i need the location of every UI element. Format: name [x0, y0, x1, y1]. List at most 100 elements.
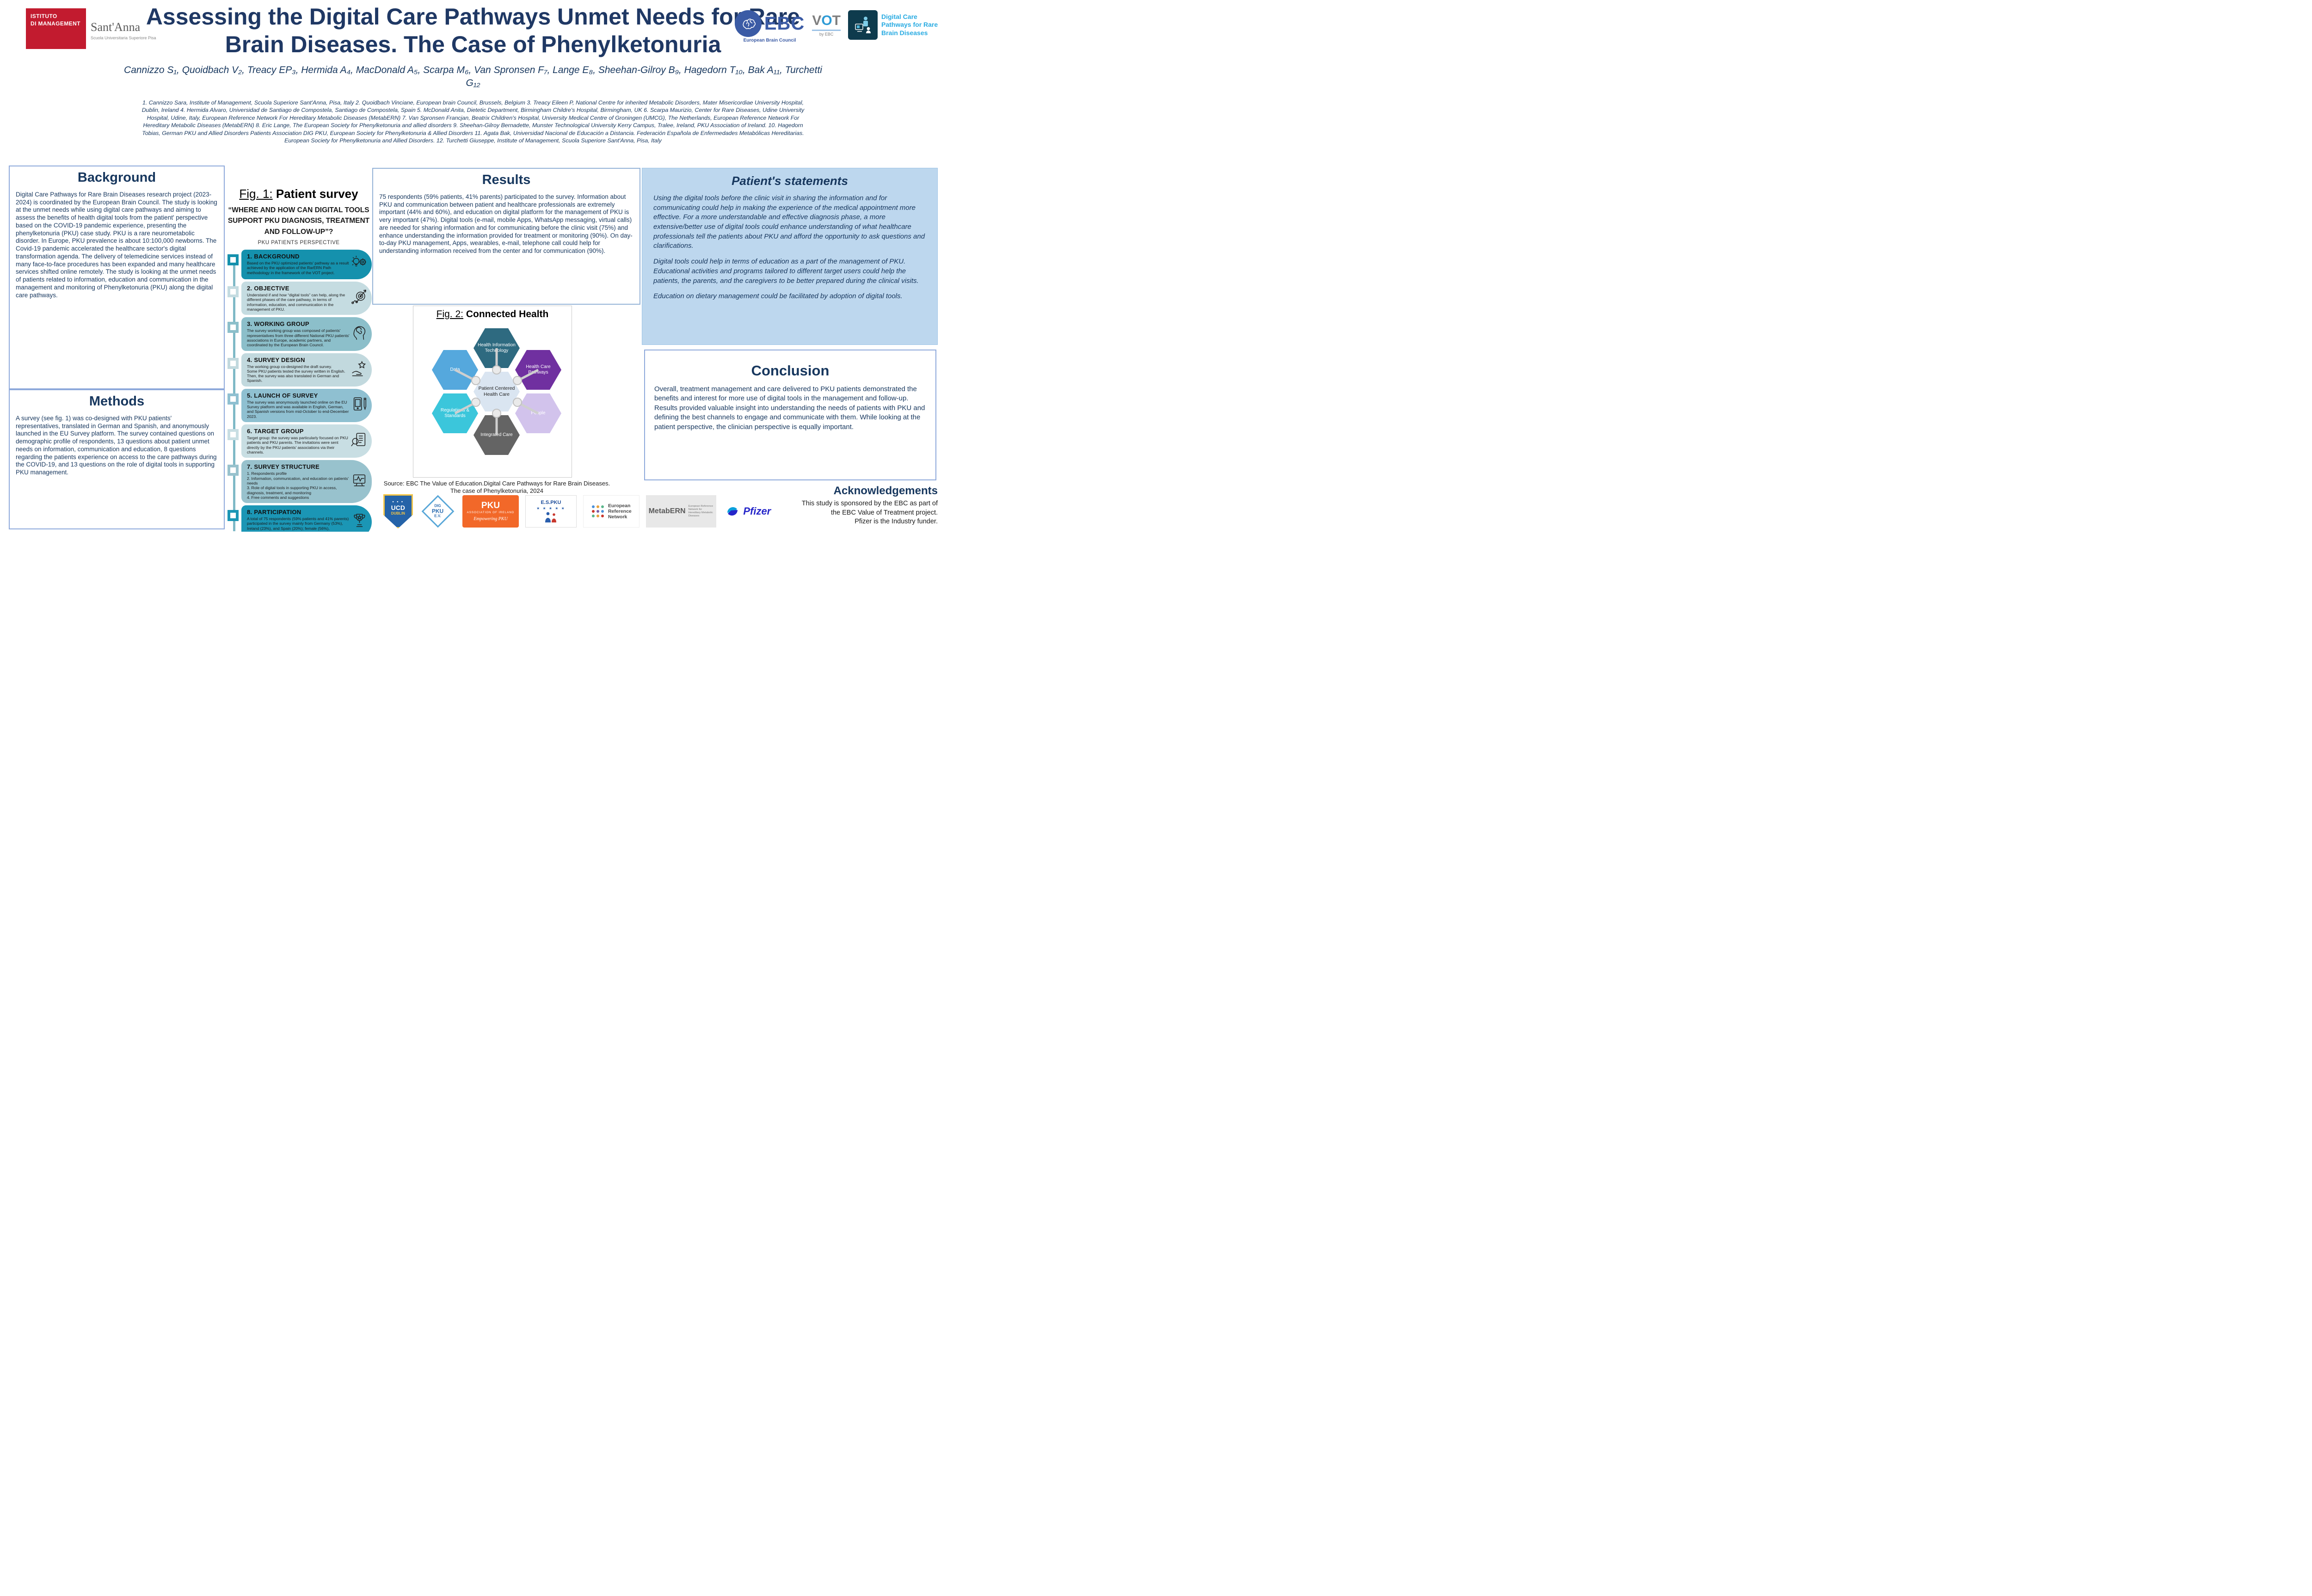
digital-care-pathways-logo: Digital Care Pathways for Rare Brain Dis…	[848, 10, 941, 40]
step-title: 3. WORKING GROUP	[247, 320, 309, 328]
timeline-node	[228, 465, 239, 476]
methods-section: Methods A survey (see fig. 1) was co-des…	[9, 389, 225, 529]
dig-pku-logo: DIG PKU E.V.	[420, 494, 456, 529]
magnifier-document-icon	[350, 431, 368, 451]
step-background: 1. BACKGROUND Based on the PKU optimized…	[227, 250, 372, 279]
pku-association-ireland-logo: PKU ASSOCIATION OF IRELAND Empowering PK…	[462, 495, 519, 528]
pkuai-title: PKU	[481, 501, 500, 510]
dig-pku-diamond-icon: DIG PKU E.V.	[422, 495, 455, 528]
step-title: 1. BACKGROUND	[247, 253, 300, 260]
acknowledgements-title: Acknowledgements	[833, 485, 938, 497]
patient-statements-title: Patient's statements	[732, 174, 848, 188]
step-text: 1. Respondents profile 2. Information, c…	[247, 471, 349, 500]
timeline-node	[228, 510, 239, 522]
timeline-node	[228, 286, 239, 297]
step-target-group: 6. TARGET GROUP Target group: the survey…	[227, 424, 372, 458]
page-title: Assessing the Digital Care Pathways Unme…	[146, 4, 800, 57]
hex-data: Data	[432, 350, 478, 390]
step-title: 4. SURVEY DESIGN	[247, 356, 305, 363]
header-logos: EBC European Brain Council VOT by EBC D	[734, 10, 941, 43]
hex-integrated-care: Integrated Care	[473, 415, 520, 455]
acknowledgements-body: This study is sponsored by the EBC as pa…	[801, 500, 938, 526]
hex-health-information-technology: Health Information Technology	[473, 328, 520, 368]
affiliations: 1. Cannizzo Sara, Institute of Managemen…	[141, 99, 805, 144]
vot-letter-v: V	[812, 13, 822, 28]
step-text: Based on the PKU optimized patients' pat…	[247, 261, 349, 275]
figure2-source: Source: EBC The Value of Education.Digit…	[383, 480, 610, 495]
step-launch-of-survey: 5. LAUNCH OF SURVEY The survey was anony…	[227, 388, 372, 422]
figure1-title: Patient survey	[276, 187, 358, 201]
step-title: 5. LAUNCH OF SURVEY	[247, 392, 318, 399]
ucd-dublin-logo: ▪ ▪ ▪ UCD DUBLIN	[382, 494, 414, 529]
conclusion-body: Overall, treatment management and care d…	[654, 385, 925, 431]
timeline-node	[228, 429, 239, 440]
pfizer-logo: Pfizer	[722, 495, 774, 528]
institute-logo-line2: DI MANAGEMENT	[31, 20, 80, 27]
santanna-wordmark: Sant'Anna Scuola Universitaria Superiore…	[91, 8, 156, 40]
santanna-logo: ISTITUTO DI MANAGEMENT Sant'Anna Scuola …	[26, 8, 156, 49]
ucd-label: UCD	[391, 504, 405, 511]
vot-letter-t: T	[832, 13, 841, 28]
target-arrow-icon	[350, 289, 368, 308]
timeline-node	[228, 322, 239, 333]
step-title: 7. SURVEY STRUCTURE	[247, 463, 320, 471]
vot-logo: VOT by EBC	[812, 10, 841, 37]
ern-dots-icon	[591, 505, 604, 517]
results-section: Results 75 respondents (59% patients, 41…	[372, 168, 640, 305]
pfizer-swirl-icon	[727, 507, 738, 516]
espku-label: E.S.PKU	[541, 499, 561, 505]
acknowledgements-section: Acknowledgements This study is sponsored…	[657, 485, 938, 527]
conclusion-section: Conclusion Overall, treatment management…	[644, 350, 936, 480]
step-title: 6. TARGET GROUP	[247, 428, 304, 435]
timeline-node	[228, 357, 239, 369]
trophy-star-icon	[350, 512, 368, 532]
hex-people: People	[515, 393, 561, 433]
espku-stars-icon: ★ ★ ★ ★ ★	[536, 506, 566, 510]
hexagon-diagram: Health Information Technology Data Healt…	[424, 324, 561, 456]
metabern-label: MetabERN	[648, 507, 686, 515]
background-title: Background	[77, 170, 156, 185]
step-title: 2. OBJECTIVE	[247, 285, 289, 292]
patient-statement: Education on dietary management could be…	[653, 292, 903, 301]
step-text: Understand if and how “digital tools” ca…	[247, 293, 345, 312]
step-text: The survey working group was composed of…	[247, 328, 350, 348]
patient-statement: Using the digital tools before the clini…	[653, 194, 925, 250]
ucd-castles-icon: ▪ ▪ ▪	[392, 499, 404, 504]
step-title: 8. PARTICIPATION	[247, 509, 301, 516]
head-spiral-icon	[350, 324, 368, 344]
figure2-title: Connected Health	[466, 309, 549, 319]
digital-care-pathways-label: Digital Care Pathways for Rare Brain Dis…	[881, 12, 938, 37]
methods-title: Methods	[89, 394, 145, 409]
figure1-steps: 1. BACKGROUND Based on the PKU optimized…	[227, 250, 372, 532]
dig-pku-line2: PKU	[432, 508, 444, 515]
espku-figures-icon	[545, 512, 557, 522]
results-body: 75 respondents (59% patients, 41% parent…	[379, 193, 633, 255]
european-reference-network-logo: European Reference Network	[583, 495, 639, 528]
figure1-label: Fig. 1:	[239, 187, 273, 201]
figure2-label: Fig. 2:	[436, 309, 463, 319]
lightbulb-gear-icon	[350, 255, 368, 275]
step-text: The working group co-designed the draft …	[247, 364, 345, 383]
tablet-pen-icon	[350, 395, 368, 415]
step-participation: 8. PARTICIPATION A total of 75 responden…	[227, 505, 372, 532]
background-body: Digital Care Pathways for Rare Brain Dis…	[16, 191, 217, 299]
hex-health-care-pathways: Health Care Pathways	[515, 350, 561, 390]
background-section: Background Digital Care Pathways for Rar…	[9, 166, 225, 389]
metabern-logo: MetabERN European Reference Network for …	[646, 495, 716, 528]
hand-star-icon	[350, 360, 368, 380]
ebc-subtitle: European Brain Council	[743, 38, 796, 43]
patient-statements-section: Patient's statements Using the digital t…	[642, 168, 938, 345]
methods-body: A survey (see fig. 1) was co-designed wi…	[16, 415, 217, 476]
timeline-node	[228, 393, 239, 405]
figure1-subtitle: PKU PATIENTS PERSPECTIVE	[258, 239, 340, 246]
institute-of-management-logo: ISTITUTO DI MANAGEMENT	[26, 8, 86, 49]
monitor-pulse-icon	[350, 472, 368, 491]
institute-logo-line1: ISTITUTO	[31, 13, 57, 19]
ebc-wordmark: EBC	[764, 13, 805, 34]
timeline-node	[228, 254, 239, 265]
step-objective: 2. OBJECTIVE Understand if and how “digi…	[227, 282, 372, 315]
vot-divider	[812, 30, 841, 31]
ucd-sublabel: DUBLIN	[391, 511, 405, 516]
partner-logos: ▪ ▪ ▪ UCD DUBLIN DIG PKU E.V. PKU ASSOCI…	[382, 493, 774, 529]
step-text: The survey was anonymously launched onli…	[247, 399, 349, 419]
